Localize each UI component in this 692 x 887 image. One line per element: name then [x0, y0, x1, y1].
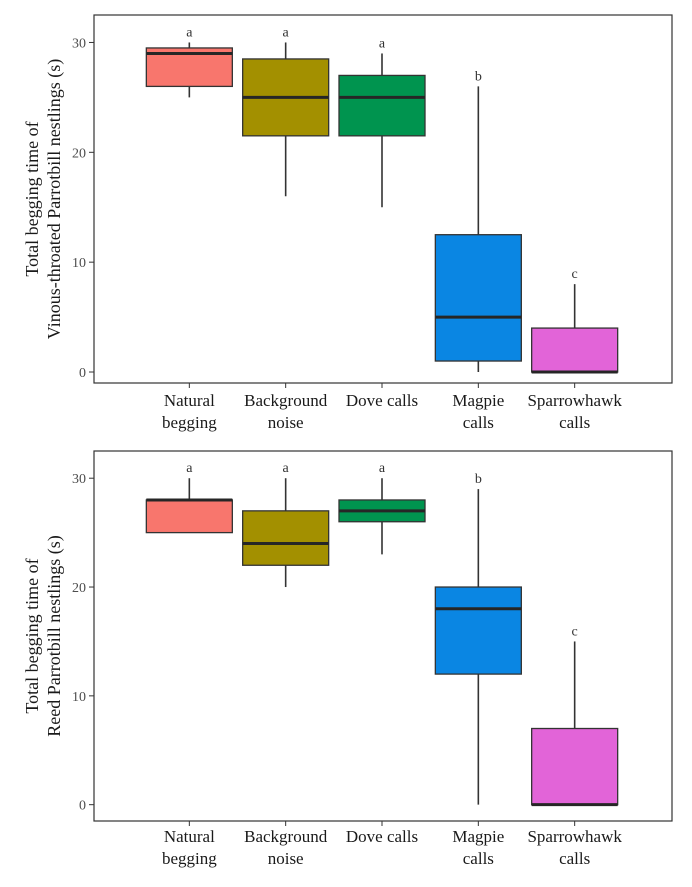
significance-letter: b: [475, 472, 482, 487]
y-tick-label: 0: [79, 366, 86, 381]
x-tick-label: Natural: [164, 827, 215, 846]
y-tick-label: 30: [72, 36, 86, 51]
box-2: a: [242, 25, 330, 197]
x-tick-label: calls: [463, 849, 494, 868]
box-3: a: [338, 36, 426, 208]
x-tick-label: Sparrowhawk: [527, 391, 622, 410]
x-tick-label: Sparrowhawk: [527, 827, 622, 846]
significance-letter: a: [283, 461, 290, 476]
significance-letter: a: [186, 25, 193, 40]
box-2: a: [242, 461, 330, 588]
box-body: [338, 74, 426, 137]
x-tick-label: Magpie: [452, 827, 504, 846]
x-tick-label: Background: [244, 391, 328, 410]
significance-letter: b: [475, 69, 482, 84]
x-tick-label: Dove calls: [346, 391, 418, 410]
y-axis-label: Total begging time of: [22, 121, 42, 276]
y-tick-label: 10: [72, 690, 86, 705]
box-body: [242, 510, 330, 566]
plot-frame: [93, 14, 673, 384]
y-tick-label: 10: [72, 256, 86, 271]
box-4: b: [434, 69, 522, 373]
significance-letter: a: [186, 461, 193, 476]
box-body: [145, 499, 233, 534]
y-tick-label: 30: [72, 472, 86, 487]
box-4: b: [434, 472, 522, 805]
y-axis-label: Vinous-throated Parrotbill nestlings (s): [44, 59, 65, 339]
box-1: a: [145, 25, 233, 98]
chart-panel-1: 0 10 20 30 Total begging time of Vinous-throa…: [22, 14, 673, 432]
chart-panel-2: 0 10 20 30 Total begging time of Reed Parrotb…: [22, 450, 673, 868]
x-tick-label: calls: [463, 413, 494, 432]
plot-frame: [93, 450, 673, 822]
significance-letter: c: [572, 624, 578, 639]
x-tick-label: Natural: [164, 391, 215, 410]
significance-letter: a: [283, 25, 290, 40]
box-1: a: [145, 461, 233, 534]
y-tick-label: 0: [79, 799, 86, 814]
box-3: a: [338, 461, 426, 555]
box-body: [531, 727, 619, 806]
box-5: c: [531, 624, 619, 807]
x-tick-label: noise: [268, 849, 304, 868]
y-tick-label: 20: [72, 146, 86, 161]
x-tick-label: Background: [244, 827, 328, 846]
x-tick-label: begging: [162, 413, 217, 432]
box-5: c: [531, 267, 619, 374]
x-tick-label: begging: [162, 849, 217, 868]
significance-letter: a: [379, 36, 386, 51]
x-tick-label: calls: [559, 413, 590, 432]
box-body: [531, 327, 619, 373]
significance-letter: a: [379, 461, 386, 476]
x-tick-label: Magpie: [452, 391, 504, 410]
x-tick-label: noise: [268, 413, 304, 432]
y-axis-label: Reed Parrotbill nestlings (s): [44, 535, 65, 736]
x-tick-label: Dove calls: [346, 827, 418, 846]
y-axis-label: Total begging time of: [22, 558, 42, 713]
box-body: [434, 586, 522, 675]
box-body: [434, 234, 522, 362]
x-tick-label: calls: [559, 849, 590, 868]
y-tick-label: 20: [72, 581, 86, 596]
significance-letter: c: [572, 267, 578, 282]
